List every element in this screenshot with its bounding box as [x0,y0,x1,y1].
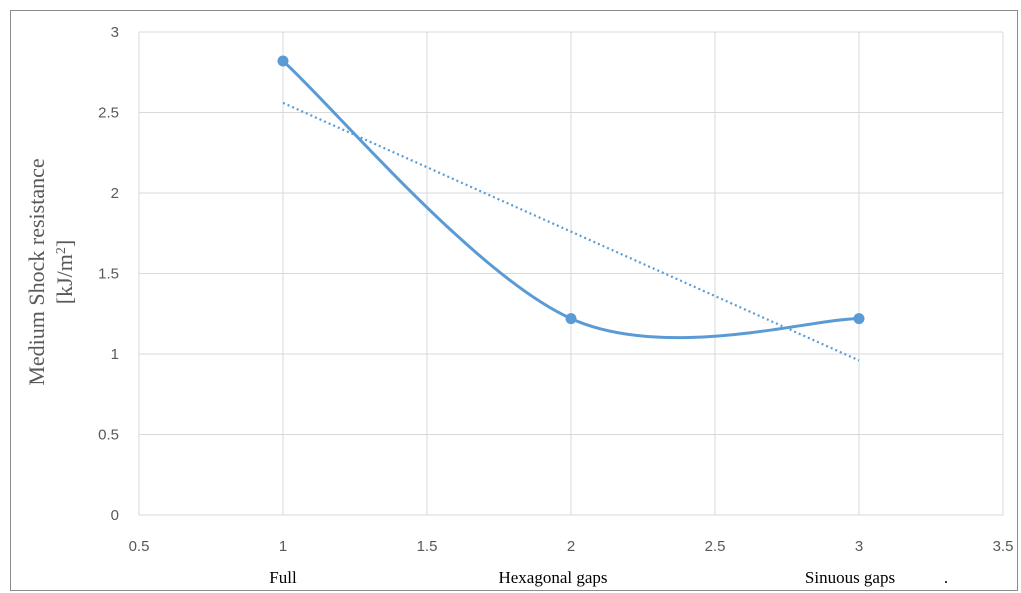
x-tick-label-3: 2 [567,538,575,555]
data-point-1 [565,313,577,325]
x-tick-label-1: 1 [279,538,287,555]
x-tick-label-2: 1.5 [417,538,438,555]
chart-frame [10,10,1018,591]
y-tick-label-4: 2 [111,185,119,202]
y-tick-label-5: 2.5 [98,105,119,122]
y-tick-label-2: 1 [111,346,119,363]
y-axis-unit-label: [kJ/m2] [52,240,77,304]
y-tick-label-3: 1.5 [98,266,119,283]
x-tick-label-5: 3 [855,538,863,555]
data-point-0 [277,55,289,67]
trendline [282,101,860,362]
y-tick-label-1: 0.5 [98,427,119,444]
category-label-2: Sinuous gaps [805,568,895,587]
x-tick-label-4: 2.5 [705,538,726,555]
y-tick-label-0: 0 [111,507,119,524]
category-label-3: . [944,568,948,587]
x-tick-labels: 0.5 1 1.5 2 2.5 3 3.5 [129,538,1014,555]
grid [138,31,1004,516]
data-point-2 [853,313,865,325]
x-tick-label-6: 3.5 [993,538,1014,555]
y-axis-label-line1: Medium Shock resistance [24,158,49,385]
y-axis-label: Medium Shock resistance [24,158,49,385]
category-label-1: Hexagonal gaps [498,568,607,587]
category-labels: Full Hexagonal gaps Sinuous gaps. [269,568,948,587]
data-points [277,55,865,325]
x-tick-label-0: 0.5 [129,538,150,555]
y-tick-label-6: 3 [111,24,119,41]
category-label-0: Full [269,568,297,587]
y-tick-labels: 0 0.5 1 1.5 2 2.5 3 [98,24,119,524]
